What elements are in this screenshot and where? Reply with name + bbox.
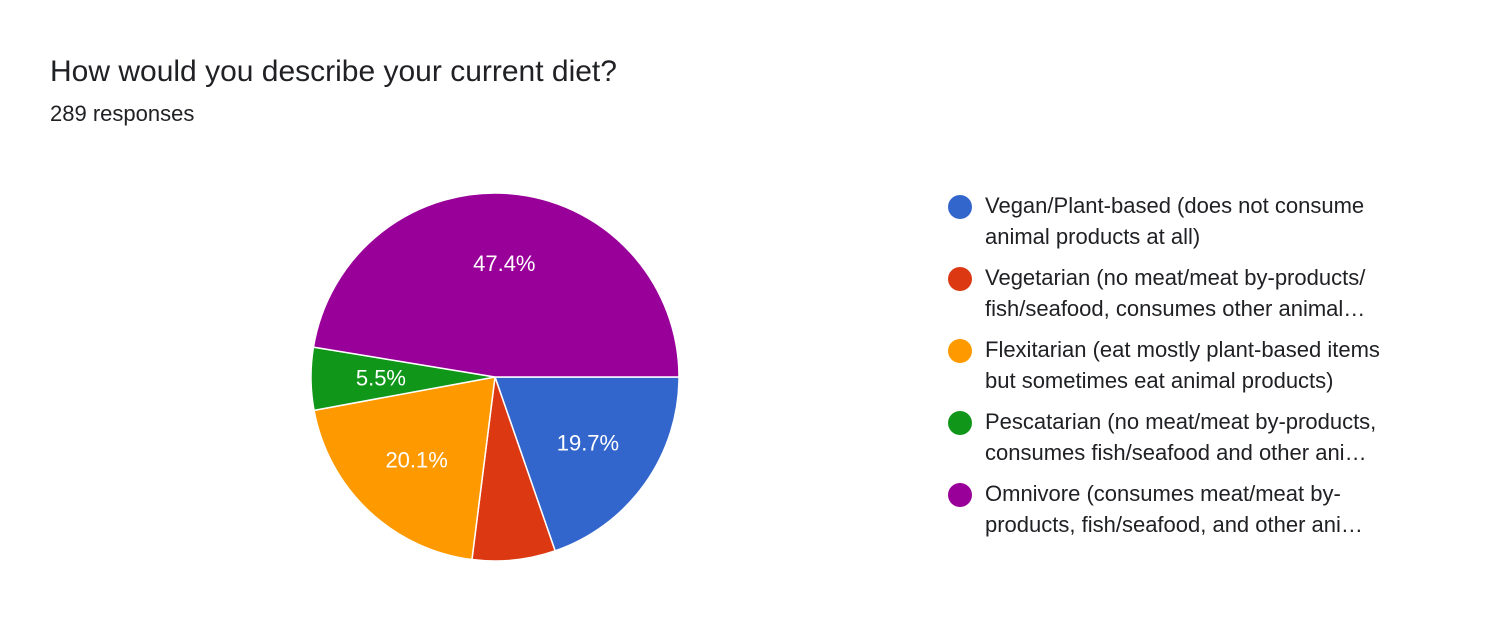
legend-item-1[interactable]: Vegan/Plant-based (does not consume anima… bbox=[948, 190, 1468, 262]
legend-label: Vegan/Plant-based (does not consume bbox=[985, 193, 1365, 218]
legend-item-2[interactable]: Vegetarian (no meat/meat by-products/fis… bbox=[948, 262, 1468, 334]
legend-swatch bbox=[948, 267, 972, 291]
legend-label: consumes fish/seafood and other ani… bbox=[985, 440, 1367, 465]
slice-label-1: 19.7% bbox=[557, 431, 619, 456]
legend-label: fish/seafood, consumes other animal… bbox=[985, 296, 1366, 321]
slice-label-3: 20.1% bbox=[385, 447, 447, 472]
legend-label: but sometimes eat animal products) bbox=[985, 368, 1334, 393]
legend-swatch bbox=[948, 411, 972, 435]
legend-label: Flexitarian (eat mostly plant-based item… bbox=[985, 337, 1380, 362]
legend-item-3[interactable]: Flexitarian (eat mostly plant-based item… bbox=[948, 334, 1468, 406]
legend-label: animal products at all) bbox=[985, 224, 1201, 249]
chart-legend: Vegan/Plant-based (does not consume anima… bbox=[948, 190, 1468, 550]
pie-slice-3[interactable] bbox=[313, 376, 496, 561]
legend-item-5[interactable]: Omnivore (consumes meat/meat by-products… bbox=[948, 478, 1468, 550]
legend-swatch bbox=[948, 339, 972, 363]
legend-swatch bbox=[948, 195, 972, 219]
legend-item-4[interactable]: Pescatarian (no meat/meat by-products, co… bbox=[948, 406, 1468, 478]
slice-label-4: 5.5% bbox=[356, 366, 406, 391]
legend-label: products, fish/seafood, and other ani… bbox=[985, 512, 1363, 537]
legend-swatch bbox=[948, 483, 972, 507]
response-count: 289 responses bbox=[50, 101, 195, 126]
pie-slice-1[interactable] bbox=[493, 376, 680, 552]
question-title: How would you describe your current diet… bbox=[50, 55, 617, 88]
legend-label: Vegetarian (no meat/meat by-products/ bbox=[985, 265, 1366, 290]
legend-label: Pescatarian (no meat/meat by-products, bbox=[985, 409, 1377, 434]
legend-label: Omnivore (consumes meat/meat by- bbox=[985, 481, 1341, 506]
pie-slice-5[interactable] bbox=[312, 192, 680, 378]
slice-label-5: 47.4% bbox=[473, 251, 535, 276]
